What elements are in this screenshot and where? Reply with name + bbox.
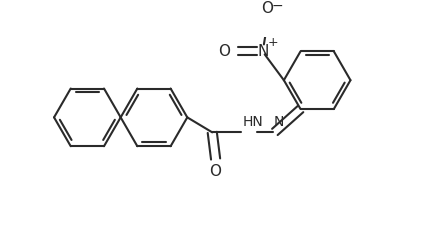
Text: O: O xyxy=(219,44,231,59)
Text: +: + xyxy=(268,36,278,49)
Text: O: O xyxy=(210,164,222,179)
Text: HN: HN xyxy=(242,115,263,129)
Text: N: N xyxy=(274,115,284,129)
Text: N: N xyxy=(257,44,269,59)
Text: −: − xyxy=(271,0,283,13)
Text: O: O xyxy=(261,1,273,16)
